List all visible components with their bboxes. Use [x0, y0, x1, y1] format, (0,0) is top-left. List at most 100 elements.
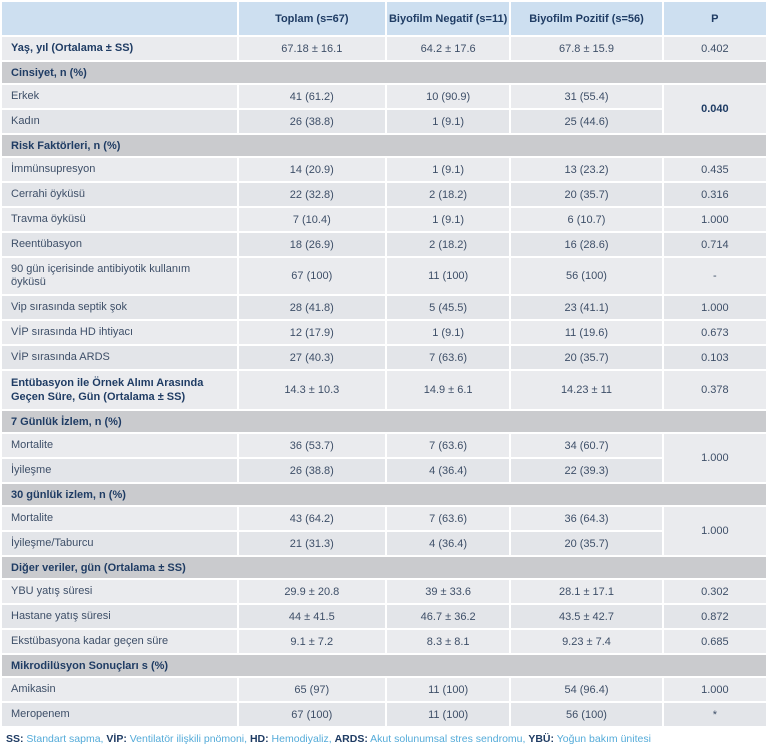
footnote-abbr: HD:: [249, 733, 269, 745]
table-row: Yaş, yıl (Ortalama ± SS) 67.18 ± 16.1 64.2…: [2, 37, 766, 60]
value-cell: 29.9 ± 20.8: [238, 580, 385, 603]
table-row: İyileşme/Taburcu 21 (31.3) 4 (36.4) 20 (35.…: [2, 532, 766, 555]
value-cell: 23 (41.1): [511, 296, 662, 319]
value-cell: 41 (61.2): [238, 85, 385, 108]
row-label: İmmünsupresyon: [2, 158, 237, 181]
table-row: İyileşme 26 (38.8) 4 (36.4) 22 (39.3): [2, 459, 766, 482]
table-row: Vip sırasında septik şok 28 (41.8) 5 (45.5…: [2, 296, 766, 319]
section-row: 30 günlük izlem, n (%): [2, 484, 766, 505]
table-row: VİP sırasında HD ihtiyacı 12 (17.9) 1 (9.1…: [2, 321, 766, 344]
p-value-cell: -: [663, 258, 766, 294]
table-row: YBU yatış süresi 29.9 ± 20.8 39 ± 33.6 28.1…: [2, 580, 766, 603]
p-value-cell: 0.872: [663, 605, 766, 628]
p-value-cell: 0.402: [663, 37, 766, 60]
p-value-cell: 0.435: [663, 158, 766, 181]
row-label: Mortalite: [2, 507, 237, 530]
value-cell: 1 (9.1): [386, 208, 510, 231]
footnote-abbr: SS:: [6, 733, 24, 745]
table-row: İmmünsupresyon 14 (20.9) 1 (9.1) 13 (23.2) 0…: [2, 158, 766, 181]
table-row: Ekstübasyona kadar geçen süre 9.1 ± 7.2 8.…: [2, 630, 766, 653]
value-cell: 20 (35.7): [511, 183, 662, 206]
value-cell: 39 ± 33.6: [386, 580, 510, 603]
value-cell: 36 (64.3): [511, 507, 662, 530]
header-col-p: P: [663, 2, 766, 35]
value-cell: 4 (36.4): [386, 459, 510, 482]
table-row: Meropenem 67 (100) 11 (100) 56 (100) *: [2, 703, 766, 726]
value-cell: 67 (100): [238, 703, 385, 726]
value-cell: 34 (60.7): [511, 434, 662, 457]
table-row: Mortalite 43 (64.2) 7 (63.6) 36 (64.3) 1.000: [2, 507, 766, 555]
p-value-cell: 1.000: [663, 678, 766, 701]
table-row: VİP sırasında ARDS 27 (40.3) 7 (63.6) 20 (3…: [2, 346, 766, 369]
table-row: Erkek 41 (61.2) 10 (90.9) 31 (55.4) 0.040: [2, 85, 766, 133]
value-cell: 12 (17.9): [238, 321, 385, 344]
value-cell: 25 (44.6): [511, 110, 662, 133]
p-value-cell: 0.685: [663, 630, 766, 653]
value-cell: 31 (55.4): [511, 85, 662, 108]
row-label: Amikasin: [2, 678, 237, 701]
section-label: 7 Günlük İzlem, n (%): [2, 411, 766, 432]
p-value-cell: 1.000: [663, 507, 766, 555]
table-row: Reentübasyon 18 (26.9) 2 (18.2) 16 (28.6) 0.…: [2, 233, 766, 256]
row-label: Entübasyon ile Örnek Alımı Arasında Geçe…: [2, 371, 237, 409]
value-cell: 18 (26.9): [238, 233, 385, 256]
table-row: Entübasyon ile Örnek Alımı Arasında Geçe…: [2, 371, 766, 409]
section-row: Mikrodilüsyon Sonuçları s (%): [2, 655, 766, 676]
value-cell: 26 (38.8): [238, 110, 385, 133]
row-label: Ekstübasyona kadar geçen süre: [2, 630, 237, 653]
value-cell: 20 (35.7): [511, 532, 662, 555]
row-label: Kadın: [2, 110, 237, 133]
value-cell: 43 (64.2): [238, 507, 385, 530]
p-value-cell: 0.316: [663, 183, 766, 206]
value-cell: 67 (100): [238, 258, 385, 294]
value-cell: 43.5 ± 42.7: [511, 605, 662, 628]
value-cell: 67.8 ± 15.9: [511, 37, 662, 60]
row-label: Hastane yatış süresi: [2, 605, 237, 628]
header-col-biyofilm-pozitif: Biyofilm Pozitif (s=56): [511, 2, 662, 35]
value-cell: 1 (9.1): [386, 158, 510, 181]
table-row: Mortalite 36 (53.7) 7 (63.6) 34 (60.7) 1.000: [2, 434, 766, 482]
section-label: 30 günlük izlem, n (%): [2, 484, 766, 505]
value-cell: 36 (53.7): [238, 434, 385, 457]
value-cell: 28.1 ± 17.1: [511, 580, 662, 603]
section-label: Cinsiyet, n (%): [2, 62, 766, 83]
p-value-cell: 0.302: [663, 580, 766, 603]
table-body: Yaş, yıl (Ortalama ± SS) 67.18 ± 16.1 64.2…: [2, 37, 766, 726]
value-cell: 46.7 ± 36.2: [386, 605, 510, 628]
value-cell: 14.9 ± 6.1: [386, 371, 510, 409]
value-cell: 56 (100): [511, 703, 662, 726]
row-label: Yaş, yıl (Ortalama ± SS): [2, 37, 237, 60]
header-col-biyofilm-negatif: Biyofilm Negatif (s=11): [386, 2, 510, 35]
value-cell: 7 (10.4): [238, 208, 385, 231]
value-cell: 67.18 ± 16.1: [238, 37, 385, 60]
value-cell: 2 (18.2): [386, 183, 510, 206]
value-cell: 16 (28.6): [511, 233, 662, 256]
table-row: Hastane yatış süresi 44 ± 41.5 46.7 ± 36.2…: [2, 605, 766, 628]
footnote: SS: Standart sapma, VİP: Ventilatör iliş…: [6, 733, 651, 745]
value-cell: 4 (36.4): [386, 532, 510, 555]
footnote-abbr: ARDS:: [334, 733, 368, 745]
p-value-cell: 1.000: [663, 296, 766, 319]
table-row: Travma öyküsü 7 (10.4) 1 (9.1) 6 (10.7) 1.00…: [2, 208, 766, 231]
section-row: Risk Faktörleri, n (%): [2, 135, 766, 156]
section-row: Cinsiyet, n (%): [2, 62, 766, 83]
value-cell: 64.2 ± 17.6: [386, 37, 510, 60]
row-label: İyileşme: [2, 459, 237, 482]
value-cell: 9.1 ± 7.2: [238, 630, 385, 653]
row-label: Mortalite: [2, 434, 237, 457]
value-cell: 13 (23.2): [511, 158, 662, 181]
p-value-cell: *: [663, 703, 766, 726]
value-cell: 14.23 ± 11: [511, 371, 662, 409]
table-row: Kadın 26 (38.8) 1 (9.1) 25 (44.6): [2, 110, 766, 133]
header-row: Toplam (s=67) Biyofilm Negatif (s=11) Bi…: [2, 2, 766, 35]
p-value-cell: 1.000: [663, 208, 766, 231]
row-label: Cerrahi öyküsü: [2, 183, 237, 206]
value-cell: 28 (41.8): [238, 296, 385, 319]
header-col-toplam: Toplam (s=67): [238, 2, 385, 35]
comparison-table: Toplam (s=67) Biyofilm Negatif (s=11) Bi…: [2, 2, 766, 726]
value-cell: 8.3 ± 8.1: [386, 630, 510, 653]
row-label: Reentübasyon: [2, 233, 237, 256]
table-row: 90 gün içerisinde antibiyotik kullanım ö…: [2, 258, 766, 294]
section-label: Mikrodilüsyon Sonuçları s (%): [2, 655, 766, 676]
value-cell: 22 (39.3): [511, 459, 662, 482]
